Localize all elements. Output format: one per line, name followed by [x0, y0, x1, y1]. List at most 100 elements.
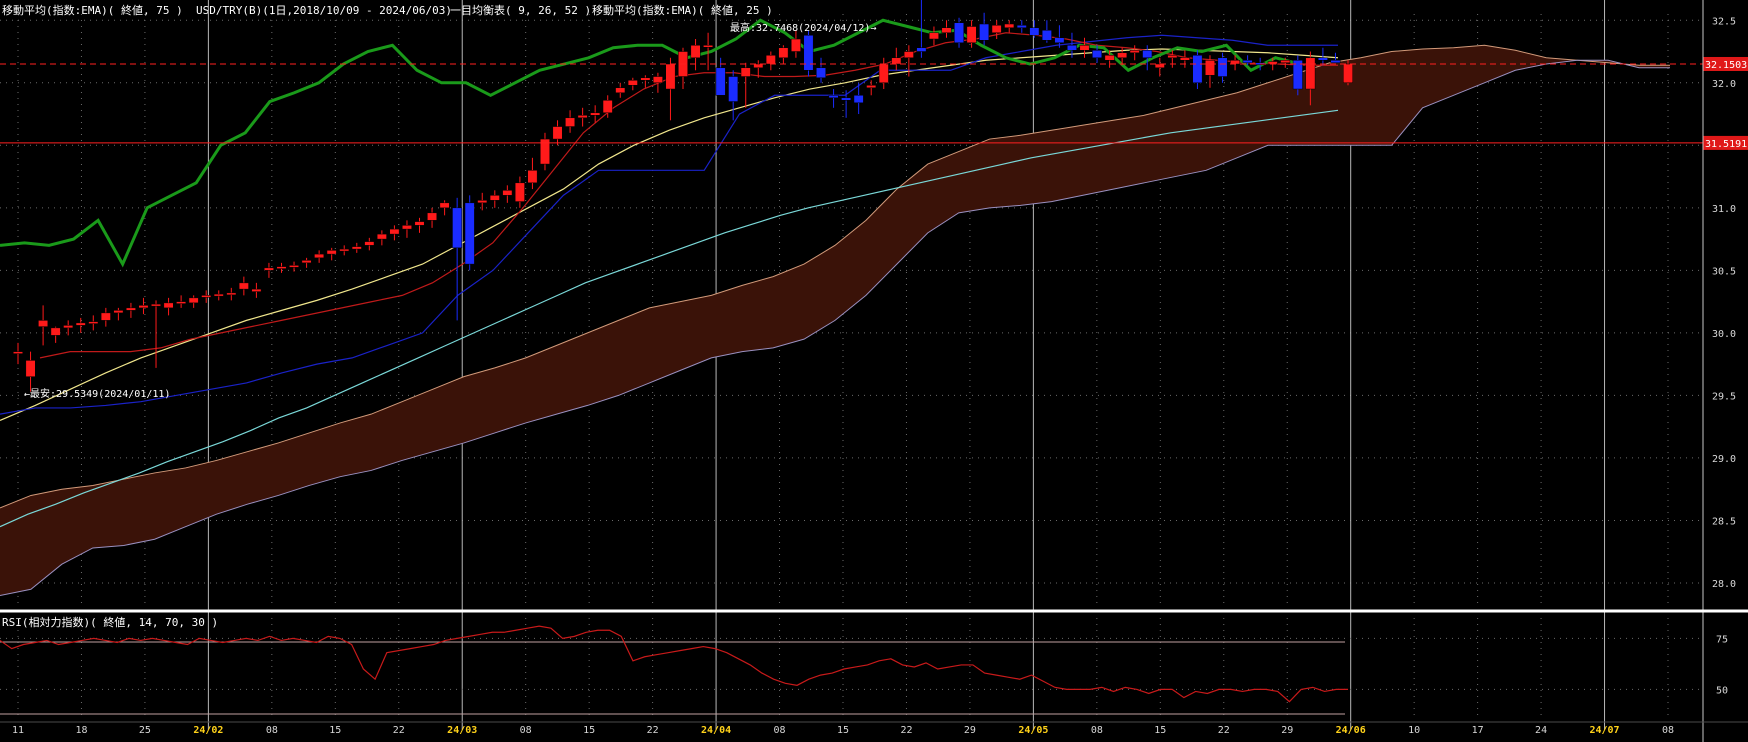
candle-body — [489, 195, 500, 201]
candle-body — [527, 170, 538, 184]
candle-body — [1104, 55, 1115, 61]
tenkan-line — [39, 32, 1338, 359]
candle-body — [414, 221, 425, 226]
candle-body — [916, 47, 927, 52]
candle-body — [903, 51, 914, 59]
rsi-tick-label: 75 — [1716, 634, 1728, 645]
x-tick-label: 24/06 — [1336, 725, 1366, 736]
candle-body — [1343, 63, 1353, 84]
candle-body — [402, 225, 412, 230]
candle-body — [703, 45, 714, 48]
candle-body — [1330, 60, 1341, 64]
high-annotation: 最高:32.7468(2024/04/12)→ — [730, 21, 876, 34]
candle-body — [640, 77, 651, 81]
candle-body — [627, 80, 638, 86]
candle-body — [464, 202, 475, 265]
candle-body — [1179, 57, 1190, 61]
candle-body — [13, 351, 23, 354]
x-tick-label: 18 — [75, 725, 87, 736]
candle-body — [376, 233, 387, 240]
candle-body — [151, 303, 161, 307]
candle-body — [251, 288, 262, 292]
candle-body — [1192, 55, 1203, 84]
symbol-legend: USD/TRY(B)(1日,2018/10/09 - 2024/06/03) — [196, 4, 453, 17]
candle-body — [439, 202, 450, 209]
candle-body — [1054, 37, 1065, 44]
candle-body — [1292, 60, 1303, 90]
candle-body — [652, 76, 663, 84]
current-price-label: 32.1503 — [1703, 56, 1748, 71]
candle-body — [1167, 55, 1178, 59]
candle-body — [577, 115, 588, 119]
x-tick-label: 22 — [900, 725, 912, 736]
candle-body — [364, 241, 375, 246]
span-a-line — [0, 44, 1670, 509]
candle-body — [590, 112, 601, 116]
candle-body — [289, 265, 299, 268]
x-tick-label: 15 — [329, 725, 341, 736]
candle-body — [828, 95, 839, 99]
x-tick-label: 29 — [1281, 725, 1293, 736]
candle-body — [201, 295, 212, 298]
candle-body — [878, 63, 889, 84]
x-tick-label: 08 — [266, 725, 278, 736]
x-tick-label: 15 — [837, 725, 849, 736]
ema75-legend: 移動平均(指数:EMA)( 終値, 75 ) — [2, 4, 183, 17]
x-tick-label: 24 — [1535, 725, 1547, 736]
candle-body — [63, 325, 74, 329]
candle-body — [113, 310, 124, 314]
candle-body — [1230, 60, 1241, 65]
candle-body — [740, 67, 751, 77]
candle-body — [502, 190, 513, 196]
x-tick-label: 22 — [393, 725, 405, 736]
x-tick-label: 22 — [647, 725, 659, 736]
candle-body — [954, 22, 964, 44]
candle-body — [88, 321, 99, 324]
current-price-label-text: 32.1503 — [1705, 60, 1747, 71]
price-levels: 32.1503 31.5191 — [0, 56, 1748, 150]
x-tick-label: 24/03 — [447, 725, 477, 736]
candle-body — [753, 63, 764, 69]
span-b-line — [0, 59, 1670, 596]
candle-body — [1142, 50, 1153, 59]
candle-body — [565, 117, 576, 127]
candle-body — [979, 23, 990, 41]
candles — [13, 0, 1353, 392]
candle-body — [188, 297, 199, 304]
candle-body — [866, 85, 877, 89]
x-tick-label: 08 — [774, 725, 786, 736]
candle-body — [602, 100, 613, 114]
candle-body — [1016, 25, 1027, 29]
indicator-lines — [0, 18, 1339, 528]
x-tick-label: 25 — [139, 725, 151, 736]
candle-body — [276, 266, 287, 269]
level-price-label-text: 31.5191 — [1705, 139, 1747, 150]
candle-body — [1280, 60, 1291, 64]
candle-body — [540, 138, 550, 165]
candle-body — [213, 293, 224, 297]
candle-body — [991, 25, 1002, 34]
x-tick-label: 15 — [583, 725, 595, 736]
low-annotation: ←最安:29.5349(2024/01/11) — [24, 387, 170, 400]
rsi-line — [0, 625, 1348, 703]
candle-body — [928, 32, 939, 40]
candle-body — [765, 55, 776, 65]
ichimoku-legend: 一目均衡表( 9, 26, 52 ) — [450, 4, 592, 17]
candle-body — [853, 95, 864, 104]
x-tick-label: 24/04 — [701, 725, 731, 736]
rsi-panel: 75 50 — [0, 625, 1728, 715]
candle-body — [665, 63, 676, 90]
candle-body — [941, 27, 952, 34]
candle-body — [1092, 50, 1103, 59]
candle-body — [100, 312, 111, 321]
y-tick-label: 28.0 — [1712, 579, 1736, 590]
y-tick-label: 30.5 — [1712, 266, 1736, 277]
x-tick-label: 24/02 — [193, 725, 223, 736]
candle-body — [715, 67, 726, 96]
candle-body — [477, 200, 488, 204]
gridlines — [0, 0, 1703, 730]
candle-body — [263, 267, 274, 271]
candle-body — [1029, 27, 1040, 36]
